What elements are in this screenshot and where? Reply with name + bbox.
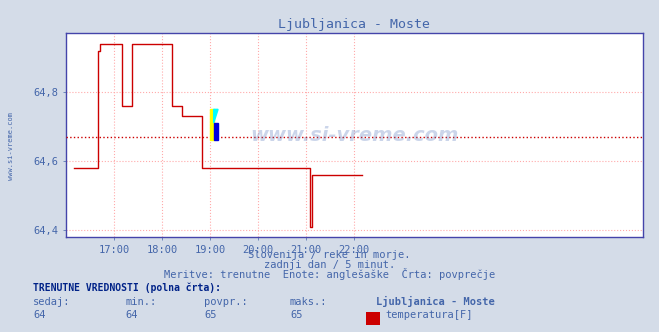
- Text: 64: 64: [33, 310, 45, 320]
- Title: Ljubljanica - Moste: Ljubljanica - Moste: [278, 18, 430, 31]
- Text: 64: 64: [125, 310, 138, 320]
- Text: TRENUTNE VREDNOSTI (polna črta):: TRENUTNE VREDNOSTI (polna črta):: [33, 283, 221, 293]
- Text: sedaj:: sedaj:: [33, 297, 71, 307]
- Text: temperatura[F]: temperatura[F]: [386, 310, 473, 320]
- Text: Ljubljanica - Moste: Ljubljanica - Moste: [376, 296, 494, 307]
- Text: www.si-vreme.com: www.si-vreme.com: [250, 126, 459, 145]
- Text: 65: 65: [290, 310, 302, 320]
- Text: povpr.:: povpr.:: [204, 297, 248, 307]
- Text: www.si-vreme.com: www.si-vreme.com: [8, 112, 14, 180]
- Bar: [210, 109, 214, 140]
- Text: Meritve: trenutne  Enote: anglešaške  Črta: povprečje: Meritve: trenutne Enote: anglešaške Črta…: [164, 268, 495, 280]
- Bar: [214, 123, 218, 140]
- Polygon shape: [214, 109, 218, 123]
- Text: 65: 65: [204, 310, 217, 320]
- Text: zadnji dan / 5 minut.: zadnji dan / 5 minut.: [264, 260, 395, 270]
- Text: maks.:: maks.:: [290, 297, 328, 307]
- Text: Slovenija / reke in morje.: Slovenija / reke in morje.: [248, 250, 411, 260]
- Text: min.:: min.:: [125, 297, 156, 307]
